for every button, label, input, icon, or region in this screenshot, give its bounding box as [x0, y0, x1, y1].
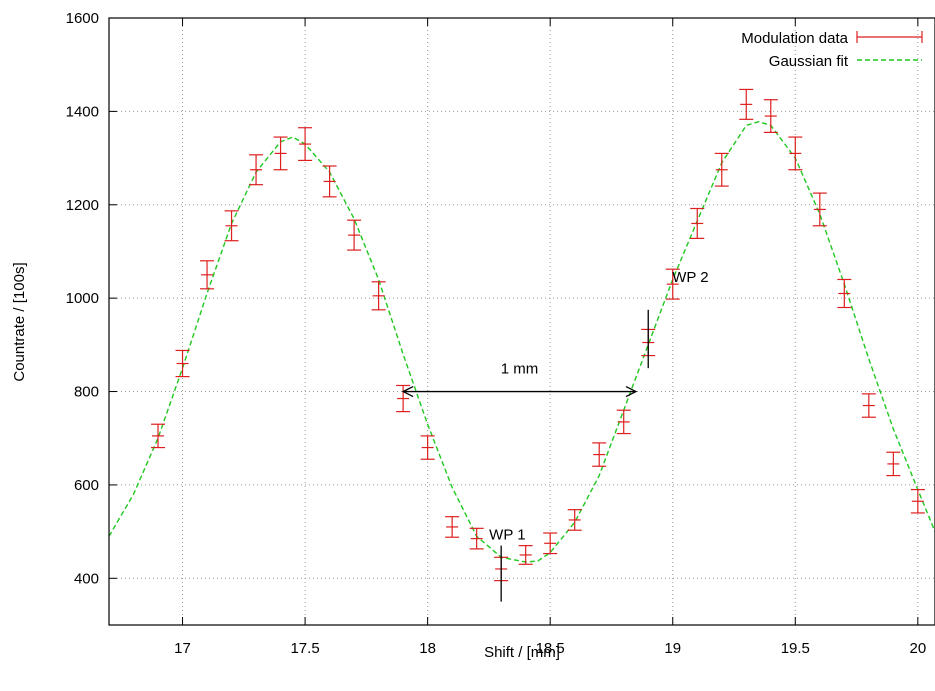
y-tick-label: 800: [74, 384, 99, 401]
data-point: [910, 488, 925, 514]
data-point: [567, 509, 582, 531]
x-tick-label: 18: [419, 640, 436, 657]
data-point: [200, 260, 215, 290]
fit-curve-layer: [108, 120, 935, 563]
arrow-head-left: [401, 385, 414, 398]
data-point: [616, 409, 631, 435]
axis-ticks-layer: 17 17.5 18 18.5 19 19.5 20 400 600 800 1000 1200 140…: [66, 10, 927, 657]
legend-label-gaussian-fit: Gaussian fit: [769, 53, 849, 70]
x-tick-label: 20: [909, 640, 926, 657]
grid-lines: [109, 18, 935, 625]
data-point: [347, 219, 362, 251]
legend: Modulation data Gaussian fit: [741, 30, 923, 70]
data-point: [837, 278, 852, 309]
y-tick-label: 1400: [66, 103, 99, 120]
x-tick-label: 19: [664, 640, 681, 657]
x-tick-label: 17.5: [290, 640, 319, 657]
annotations-layer: WP 1 WP 2 1 mm: [401, 269, 709, 602]
plot-frame: [108, 17, 935, 626]
y-tick-label: 1000: [66, 290, 99, 307]
data-point: [371, 281, 386, 311]
data-point: [224, 210, 239, 242]
data-points-layer: [151, 88, 925, 582]
x-axis-title: Shift / [mm]: [484, 644, 560, 661]
data-point: [592, 442, 607, 467]
data-point: [763, 99, 778, 133]
data-point: [469, 527, 484, 550]
data-point: [273, 136, 288, 171]
y-tick-label: 1200: [66, 197, 99, 214]
data-point: [322, 165, 337, 198]
data-point: [886, 451, 901, 477]
y-tick-label: 1600: [66, 10, 99, 27]
annotation-label: WP 1: [489, 527, 525, 544]
x-tick-label: 18.5: [536, 640, 565, 657]
x-tick-label: 17: [174, 640, 191, 657]
data-point: [543, 532, 558, 555]
legend-swatch-modulation-data: [856, 31, 923, 43]
data-point: [665, 268, 680, 300]
y-tick-label: 400: [74, 570, 99, 587]
data-point: [518, 545, 533, 565]
data-point: [249, 154, 264, 186]
y-tick-label: 600: [74, 477, 99, 494]
x-tick-label: 19.5: [781, 640, 810, 657]
annotation-label: 1 mm: [501, 361, 539, 378]
data-point: [788, 136, 803, 171]
gaussian-fit-line: [108, 120, 935, 563]
data-point: [714, 152, 729, 187]
data-point: [298, 127, 313, 162]
data-point: [445, 516, 460, 538]
data-point: [861, 393, 876, 418]
arrow-head-right: [625, 385, 638, 398]
data-point: [175, 349, 190, 378]
legend-label-modulation-data: Modulation data: [741, 30, 848, 47]
data-point: [690, 207, 705, 239]
annotation-label: WP 2: [672, 269, 708, 286]
data-point: [812, 192, 827, 227]
y-axis-title: Countrate / [100s]: [11, 262, 28, 381]
data-point: [151, 423, 166, 449]
data-point: [739, 88, 754, 120]
data-point: [420, 435, 435, 460]
data-point: [396, 384, 411, 413]
